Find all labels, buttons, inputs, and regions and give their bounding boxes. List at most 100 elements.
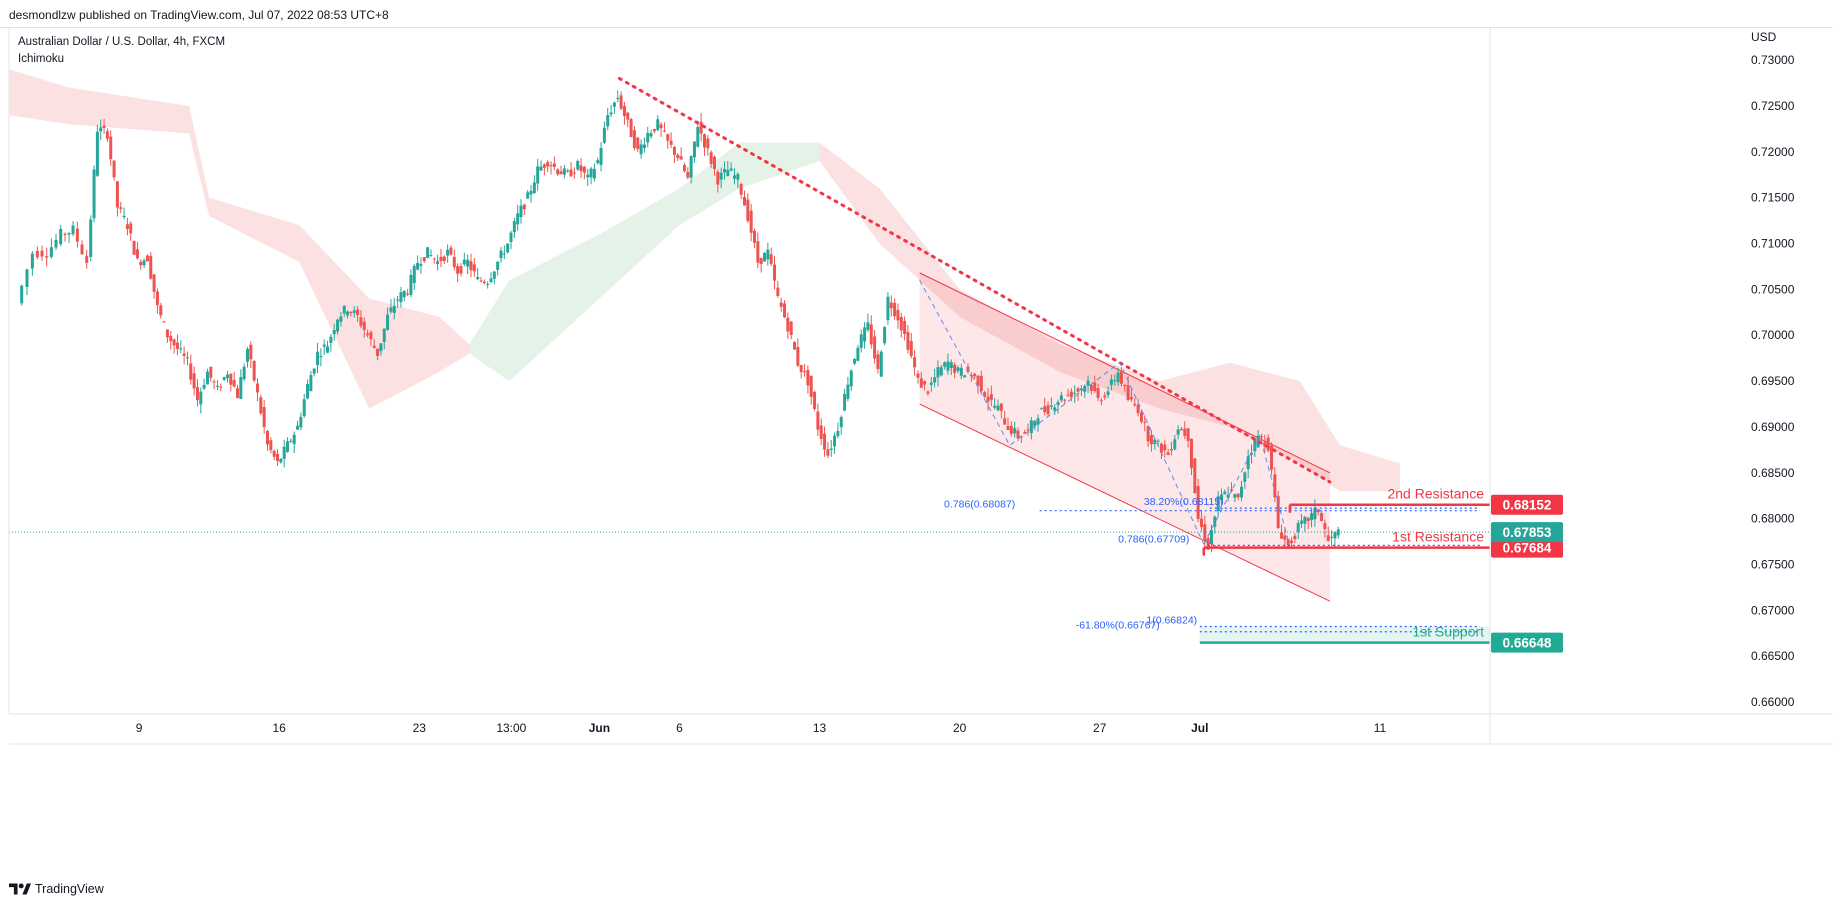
candle-body — [112, 160, 116, 178]
candle-body — [245, 349, 249, 362]
candle-body — [652, 129, 656, 132]
candle-body — [1250, 452, 1254, 455]
level-name: 2nd Resistance — [1387, 486, 1484, 502]
candle-body — [883, 327, 887, 344]
tradingview-logo[interactable]: TradingView — [9, 882, 104, 896]
candle-body — [886, 296, 890, 321]
y-tick-label: 0.67000 — [1751, 603, 1795, 617]
candle-body — [519, 205, 523, 218]
candle-body — [1206, 538, 1210, 550]
candle-body — [789, 321, 793, 335]
candle-body — [596, 160, 600, 164]
candle-body — [406, 293, 410, 295]
x-tick-label: 20 — [953, 721, 967, 735]
candle-body — [732, 175, 736, 179]
candle-body — [866, 322, 870, 330]
candle-body — [1123, 384, 1127, 387]
candle-body — [1159, 443, 1163, 453]
candle-body — [1303, 516, 1307, 524]
candle-body — [289, 440, 293, 442]
candle-body — [416, 263, 420, 270]
candle-body — [763, 252, 767, 262]
candle-body — [532, 182, 536, 193]
y-tick-label: 0.68000 — [1751, 512, 1795, 526]
candle-body — [636, 137, 640, 149]
candle-body — [906, 332, 910, 350]
price-chart[interactable]: 0.786(0.68087) 38.20%(0.68115) 0.786(0.677… — [0, 28, 1833, 876]
y-tick-label: 0.71000 — [1751, 237, 1795, 251]
candle-body — [59, 229, 63, 245]
candle-body — [863, 327, 867, 342]
candle-body — [1183, 428, 1187, 437]
candle-body — [319, 355, 323, 358]
candle-body — [659, 124, 663, 128]
candle-body — [582, 166, 586, 173]
candle-body — [412, 266, 416, 284]
candle-body — [512, 221, 516, 233]
candle-body — [1129, 397, 1133, 400]
candle-body — [129, 223, 133, 234]
candle-body — [809, 375, 813, 397]
candle-body — [399, 292, 403, 303]
candle-body — [526, 192, 530, 199]
candle-body — [1246, 456, 1250, 470]
candle-body — [249, 344, 253, 360]
candle-body — [682, 164, 686, 172]
candle-body — [893, 302, 897, 317]
candle-body — [169, 335, 173, 342]
candle-body — [352, 310, 356, 313]
candle-body — [462, 259, 466, 265]
candle-body — [939, 367, 943, 376]
candle-body — [983, 392, 987, 397]
candle-body — [736, 174, 740, 180]
candle-body — [1239, 486, 1243, 498]
indicator-name[interactable]: Ichimoku — [18, 53, 65, 65]
candle-body — [1306, 517, 1310, 521]
candle-body — [429, 255, 433, 257]
candle-body — [1330, 536, 1334, 538]
candle-body — [286, 441, 290, 452]
candle-body — [139, 261, 143, 266]
candle-body — [309, 375, 313, 392]
candle-body — [205, 371, 209, 385]
candle-body — [396, 299, 400, 301]
candle-body — [1166, 452, 1170, 455]
candle-body — [1089, 385, 1093, 391]
y-tick-label: 0.66500 — [1751, 649, 1795, 663]
candle-body — [442, 256, 446, 262]
candle-body — [559, 171, 563, 175]
candle-body — [1029, 420, 1033, 434]
symbol-line[interactable]: Australian Dollar / U.S. Dollar, 4h, FXC… — [18, 36, 226, 48]
candle-body — [556, 169, 560, 175]
candle-body — [642, 144, 646, 149]
candle-body — [439, 256, 443, 261]
candle-body — [326, 346, 330, 353]
candle-body — [392, 305, 396, 313]
candle-body — [1149, 435, 1153, 445]
candle-body — [1223, 491, 1227, 495]
candle-body — [329, 336, 333, 343]
candle-body — [916, 373, 920, 378]
candle-body — [619, 95, 623, 109]
candle-body — [189, 363, 193, 380]
candle-body — [879, 351, 883, 377]
y-tick-label: 0.69500 — [1751, 374, 1795, 388]
price-badge — [1491, 537, 1563, 558]
candle-body — [546, 162, 550, 167]
candle-body — [109, 136, 113, 160]
candle-body — [135, 249, 139, 259]
candle-body — [1236, 493, 1240, 498]
candle-body — [599, 147, 603, 165]
candle-body — [1173, 439, 1177, 450]
candle-body — [436, 261, 440, 264]
candle-body — [1093, 382, 1097, 392]
candle-body — [803, 371, 807, 373]
candle-body — [1096, 388, 1100, 398]
candle-body — [382, 328, 386, 342]
candle-body — [502, 253, 506, 255]
candle-body — [672, 146, 676, 155]
candle-body — [1016, 430, 1020, 439]
candle-body — [529, 190, 533, 195]
candle-body — [316, 351, 320, 366]
candle-body — [276, 453, 280, 461]
